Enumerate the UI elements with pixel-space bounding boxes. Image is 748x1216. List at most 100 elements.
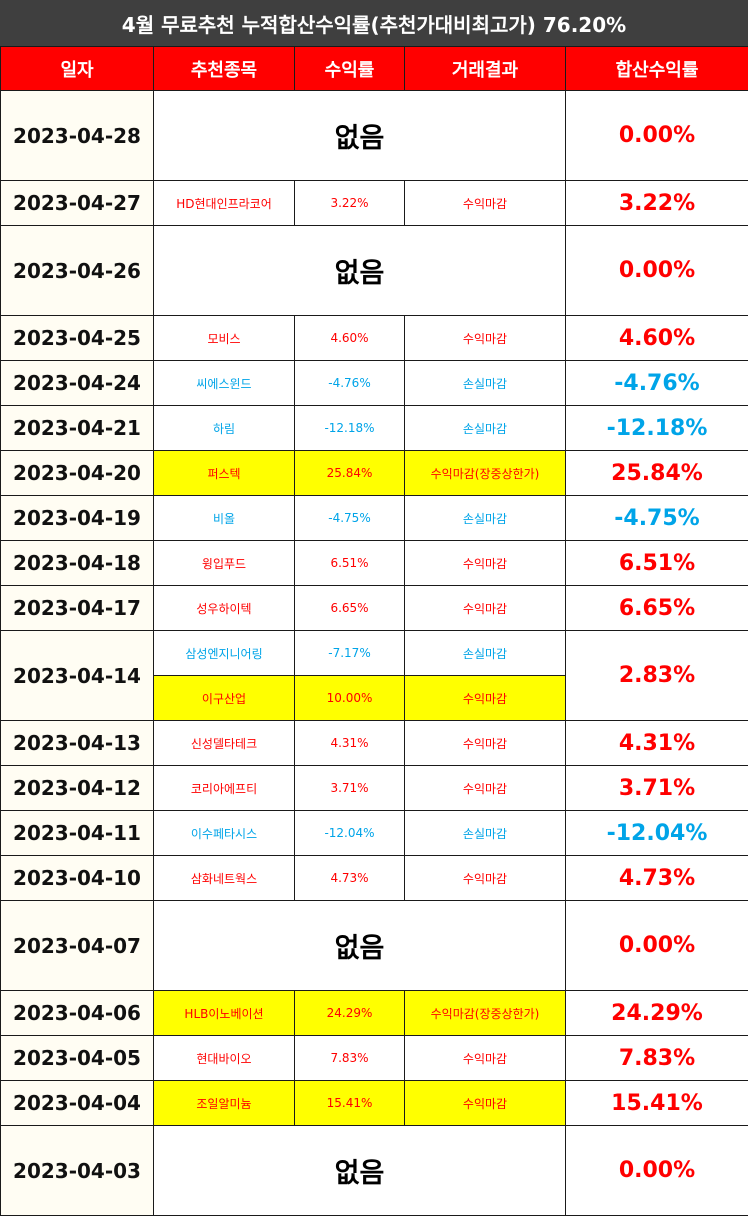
table-row: 2023-04-12 코리아에프티 3.71% 수익마감 3.71% — [0, 765, 748, 811]
result-cell: 수익마감 — [404, 315, 566, 361]
table-row: 2023-04-07 없음 0.00% — [0, 900, 748, 991]
stock-cell: 삼성엔지니어링 — [153, 630, 295, 676]
rate-cell: 6.51% — [294, 540, 405, 586]
stock-cell: 코리아에프티 — [153, 765, 295, 811]
total-cell: -4.76% — [565, 360, 748, 406]
result-cell: 수익마감 — [404, 540, 566, 586]
result-cell: 수익마감 — [404, 180, 566, 226]
table-row: 2023-04-21 하림 -12.18% 손실마감 -12.18% — [0, 405, 748, 451]
header-total: 합산수익률 — [565, 46, 748, 91]
total-cell: 25.84% — [565, 450, 748, 496]
table-row: 2023-04-25 모비스 4.60% 수익마감 4.60% — [0, 315, 748, 361]
table-row: 2023-04-11 이수페타시스 -12.04% 손실마감 -12.04% — [0, 810, 748, 856]
stock-cell: 하림 — [153, 405, 295, 451]
result-cell: 손실마감 — [404, 495, 566, 541]
table-row: 2023-04-24 씨에스윈드 -4.76% 손실마감 -4.76% — [0, 360, 748, 406]
total-cell: 6.51% — [565, 540, 748, 586]
total-cell: 6.65% — [565, 585, 748, 631]
table-row: 2023-04-26 없음 0.00% — [0, 225, 748, 316]
total-cell: 4.31% — [565, 720, 748, 766]
table-row: 2023-04-17 성우하이텍 6.65% 수익마감 6.65% — [0, 585, 748, 631]
date-cell: 2023-04-13 — [0, 720, 154, 766]
result-cell: 수익마감 — [404, 765, 566, 811]
table-row: 2023-04-05 현대바이오 7.83% 수익마감 7.83% — [0, 1035, 748, 1081]
header-stock: 추천종목 — [153, 46, 295, 91]
no-recommendation-cell: 없음 — [153, 225, 566, 316]
stock-cell: 성우하이텍 — [153, 585, 295, 631]
table-row: 2023-04-10 삼화네트웍스 4.73% 수익마감 4.73% — [0, 855, 748, 901]
table-row: 2023-04-03 없음 0.00% — [0, 1125, 748, 1216]
rate-cell: -12.04% — [294, 810, 405, 856]
total-cell: -12.18% — [565, 405, 748, 451]
date-cell: 2023-04-07 — [0, 900, 154, 991]
table-row: 2023-04-19 비올 -4.75% 손실마감 -4.75% — [0, 495, 748, 541]
date-cell: 2023-04-03 — [0, 1125, 154, 1216]
total-cell: 2.83% — [565, 630, 748, 721]
result-cell: 수익마감 — [404, 1080, 566, 1126]
date-cell: 2023-04-04 — [0, 1080, 154, 1126]
table-row: 2023-04-04 조일알미늄 15.41% 수익마감 15.41% — [0, 1080, 748, 1126]
result-cell: 손실마감 — [404, 810, 566, 856]
date-cell: 2023-04-05 — [0, 1035, 154, 1081]
total-cell: 0.00% — [565, 90, 748, 181]
total-cell: 0.00% — [565, 1125, 748, 1216]
total-cell: 3.71% — [565, 765, 748, 811]
date-cell: 2023-04-14 — [0, 630, 154, 721]
result-cell: 수익마감 — [404, 855, 566, 901]
result-cell: 수익마감 — [404, 585, 566, 631]
rate-cell: 10.00% — [294, 675, 405, 721]
total-cell: 4.60% — [565, 315, 748, 361]
table-row: 2023-04-27 HD현대인프라코어 3.22% 수익마감 3.22% — [0, 180, 748, 226]
result-cell: 수익마감(장중상한가) — [404, 990, 566, 1036]
result-cell: 수익마감 — [404, 1035, 566, 1081]
table-row: 2023-04-20 퍼스텍 25.84% 수익마감(장중상한가) 25.84% — [0, 450, 748, 496]
header-rate: 수익률 — [294, 46, 405, 91]
no-recommendation-cell: 없음 — [153, 900, 566, 991]
date-cell: 2023-04-20 — [0, 450, 154, 496]
stock-cell: HLB이노베이션 — [153, 990, 295, 1036]
total-cell: 0.00% — [565, 900, 748, 991]
no-recommendation-cell: 없음 — [153, 1125, 566, 1216]
stock-cell: 신성델타테크 — [153, 720, 295, 766]
rate-cell: 25.84% — [294, 450, 405, 496]
stock-cell: 모비스 — [153, 315, 295, 361]
date-cell: 2023-04-18 — [0, 540, 154, 586]
no-recommendation-cell: 없음 — [153, 90, 566, 181]
page-title: 4월 무료추천 누적합산수익률(추천가대비최고가) 76.20% — [0, 0, 748, 46]
recommendation-table: 일자 추천종목 수익률 거래결과 합산수익률 2023-04-28 없음 0.0… — [0, 46, 748, 1216]
table-row: 2023-04-13 신성델타테크 4.31% 수익마감 4.31% — [0, 720, 748, 766]
header-date: 일자 — [0, 46, 154, 91]
result-cell: 손실마감 — [404, 360, 566, 406]
header-row: 일자 추천종목 수익률 거래결과 합산수익률 — [0, 46, 748, 91]
stock-cell: 비올 — [153, 495, 295, 541]
date-cell: 2023-04-19 — [0, 495, 154, 541]
total-cell: 7.83% — [565, 1035, 748, 1081]
rate-cell: -12.18% — [294, 405, 405, 451]
total-cell: 4.73% — [565, 855, 748, 901]
table-row: 2023-04-28 없음 0.00% — [0, 90, 748, 181]
rate-cell: 15.41% — [294, 1080, 405, 1126]
stock-cell: 조일알미늄 — [153, 1080, 295, 1126]
stock-cell: 퍼스텍 — [153, 450, 295, 496]
stock-cell: 이구산업 — [153, 675, 295, 721]
total-cell: -12.04% — [565, 810, 748, 856]
result-cell: 수익마감 — [404, 675, 566, 721]
date-cell: 2023-04-24 — [0, 360, 154, 406]
date-cell: 2023-04-11 — [0, 810, 154, 856]
total-cell: 24.29% — [565, 990, 748, 1036]
rate-cell: 3.71% — [294, 765, 405, 811]
rate-cell: 4.73% — [294, 855, 405, 901]
result-cell: 손실마감 — [404, 630, 566, 676]
stock-cell: HD현대인프라코어 — [153, 180, 295, 226]
stock-cell: 현대바이오 — [153, 1035, 295, 1081]
total-cell: 3.22% — [565, 180, 748, 226]
stock-cell: 윙입푸드 — [153, 540, 295, 586]
table-row: 2023-04-06 HLB이노베이션 24.29% 수익마감(장중상한가) 2… — [0, 990, 748, 1036]
stock-cell: 삼화네트웍스 — [153, 855, 295, 901]
rate-cell: -4.75% — [294, 495, 405, 541]
rate-cell: 7.83% — [294, 1035, 405, 1081]
rate-cell: 6.65% — [294, 585, 405, 631]
date-cell: 2023-04-12 — [0, 765, 154, 811]
table-row: 2023-04-14 삼성엔지니어링 -7.17% 손실마감 2.83% — [0, 630, 748, 721]
table-row: 이구산업 10.00% 수익마감 — [1, 675, 748, 721]
